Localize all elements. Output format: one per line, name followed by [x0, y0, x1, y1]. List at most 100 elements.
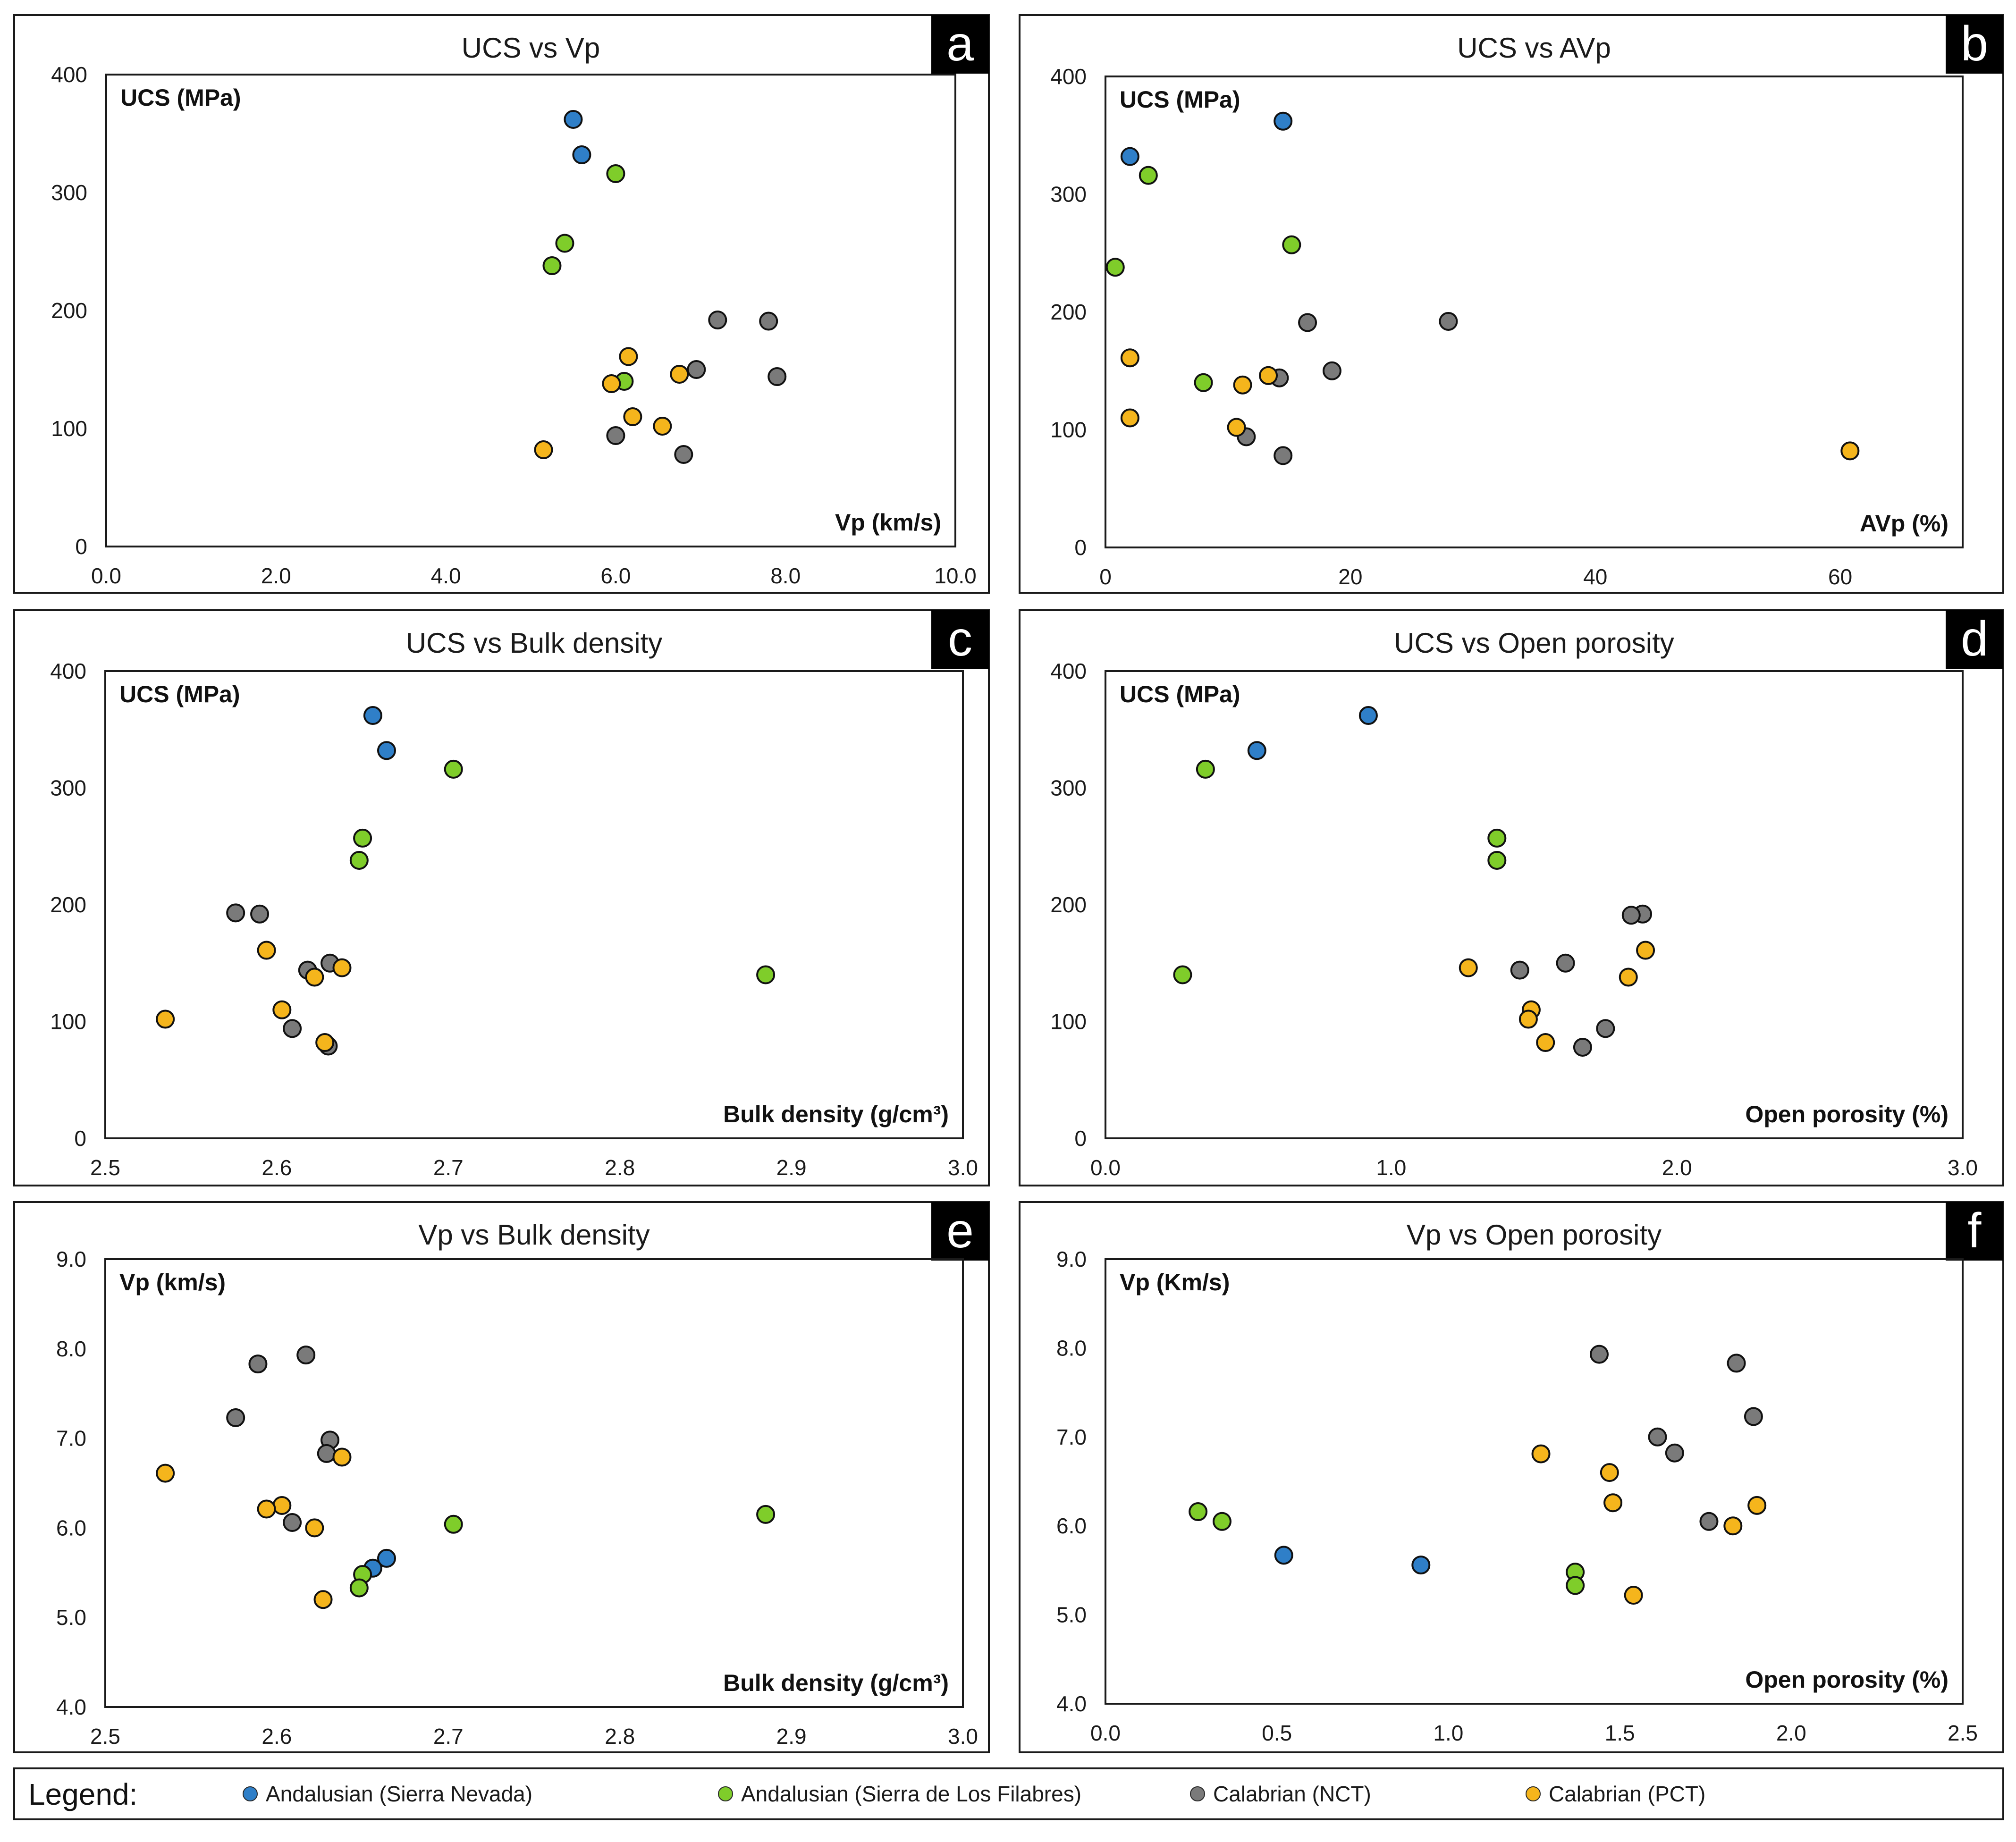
y-axis-label: Vp (Km/s)	[1120, 1269, 1230, 1295]
x-tick-label: 20	[1338, 564, 1362, 589]
panel-frame	[13, 14, 990, 594]
data-point-sn	[572, 145, 591, 164]
data-point-pct	[305, 967, 324, 987]
data-point-pct	[602, 374, 621, 393]
y-tick-label: 100	[50, 1009, 86, 1034]
legend-label-sf: Andalusian (Sierra de Los Filabres)	[741, 1782, 1081, 1806]
y-tick-label: 300	[51, 180, 87, 205]
data-point-nct	[1665, 1443, 1684, 1463]
data-point-sn	[377, 1548, 396, 1568]
legend-marker-sf	[718, 1786, 733, 1801]
data-point-pct	[1636, 941, 1655, 960]
x-tick-label: 2.0	[1776, 1721, 1806, 1745]
panel-a: a UCS vs Vp 0.0 2.0 4.0 6.0 8.0 10.0 0 100 200 300 4…	[13, 14, 990, 594]
y-tick-label: 4.0	[56, 1695, 86, 1719]
data-point-sf	[542, 256, 562, 275]
y-axis-label: UCS (MPa)	[119, 681, 240, 707]
panel-frame	[13, 1201, 990, 1753]
plot-area	[1105, 1258, 1964, 1705]
x-tick-label: 6.0	[600, 564, 631, 588]
y-tick-label: 200	[51, 298, 87, 323]
y-tick-label: 200	[1050, 892, 1087, 917]
x-tick-label: 3.0	[948, 1155, 978, 1180]
y-tick-label: 0	[1074, 1126, 1087, 1151]
x-tick-label: 1.0	[1433, 1721, 1463, 1745]
y-tick-label: 0	[1074, 535, 1087, 560]
x-tick-label: 0	[1099, 564, 1112, 589]
data-point-nct	[296, 1346, 316, 1365]
y-tick-label: 400	[50, 659, 86, 683]
x-tick-label: 1.0	[1376, 1155, 1406, 1180]
legend: Legend: Andalusian (Sierra Nevada) Andalus…	[13, 1767, 2004, 1820]
x-tick-label: 0.0	[91, 564, 121, 588]
plot-area	[105, 74, 956, 547]
y-tick-label: 400	[1050, 659, 1087, 683]
panel-frame	[1019, 14, 2004, 594]
data-point-pct	[1259, 366, 1278, 385]
legend-label-sn: Andalusian (Sierra Nevada)	[266, 1782, 532, 1806]
plot-area	[1105, 76, 1964, 548]
data-point-sf	[756, 965, 776, 984]
data-point-sf	[349, 850, 369, 870]
data-point-sf	[1196, 759, 1215, 779]
data-point-pct	[272, 1000, 292, 1019]
x-axis-label: Bulk density (g/cm³)	[723, 1670, 949, 1696]
x-axis-label: Open porosity (%)	[1745, 1666, 1949, 1693]
data-point-sf	[756, 1505, 776, 1524]
y-tick-label: 8.0	[56, 1337, 86, 1361]
legend-marker-pct	[1526, 1786, 1541, 1801]
data-point-nct	[283, 1019, 302, 1038]
panel-frame	[13, 609, 990, 1186]
data-point-nct	[248, 1354, 268, 1374]
data-point-sf	[1194, 373, 1213, 392]
data-point-sf	[444, 1514, 463, 1534]
data-point-sf	[1487, 850, 1507, 870]
x-tick-label: 2.8	[605, 1724, 635, 1749]
legend-title: Legend:	[28, 1777, 137, 1811]
data-point-nct	[1556, 953, 1575, 973]
data-point-pct	[1603, 1493, 1623, 1513]
x-tick-label: 2.9	[776, 1155, 807, 1180]
data-point-nct	[250, 904, 270, 924]
data-point-nct	[768, 367, 787, 386]
data-point-nct	[317, 1444, 336, 1463]
data-point-nct	[1439, 311, 1458, 331]
data-point-nct	[1298, 313, 1317, 332]
data-point-pct	[1536, 1033, 1555, 1052]
chart-title: UCS vs AVp	[1457, 32, 1611, 64]
data-point-pct	[1840, 441, 1860, 461]
data-point-pct	[1120, 348, 1139, 368]
data-point-pct	[156, 1009, 175, 1029]
panel-letter-box	[931, 610, 989, 669]
data-point-sf	[1173, 965, 1192, 984]
data-point-pct	[332, 958, 352, 977]
y-tick-label: 9.0	[1056, 1247, 1087, 1271]
data-point-sn	[363, 706, 382, 725]
panel-letter-box	[931, 15, 989, 74]
panel-letter-box	[1946, 1202, 2003, 1261]
data-point-nct	[674, 445, 693, 464]
y-axis-label: Vp (km/s)	[119, 1269, 226, 1295]
data-point-pct	[1531, 1444, 1551, 1464]
chart-title: UCS vs Vp	[462, 32, 600, 64]
x-tick-label: 0.0	[1090, 1721, 1121, 1745]
data-point-pct	[313, 1590, 333, 1609]
y-tick-label: 4.0	[1056, 1691, 1087, 1716]
data-point-pct	[272, 1496, 292, 1515]
y-tick-label: 300	[50, 776, 86, 800]
data-point-pct	[1619, 967, 1638, 987]
x-tick-label: 2.7	[433, 1155, 464, 1180]
data-point-pct	[670, 365, 689, 384]
panel-letter: e	[946, 1203, 974, 1258]
data-point-pct	[257, 1499, 276, 1519]
data-point-pct	[1518, 1009, 1538, 1029]
plot-area	[104, 670, 964, 1139]
data-point-nct	[1274, 446, 1293, 465]
x-tick-label: 0.5	[1262, 1721, 1292, 1745]
data-point-sf	[349, 1578, 369, 1598]
data-point-sf	[1212, 1512, 1232, 1531]
legend-label-nct: Calabrian (NCT)	[1213, 1782, 1371, 1806]
data-point-sf	[1105, 258, 1125, 277]
panel-letter: d	[1961, 612, 1988, 666]
data-point-pct	[534, 440, 553, 459]
